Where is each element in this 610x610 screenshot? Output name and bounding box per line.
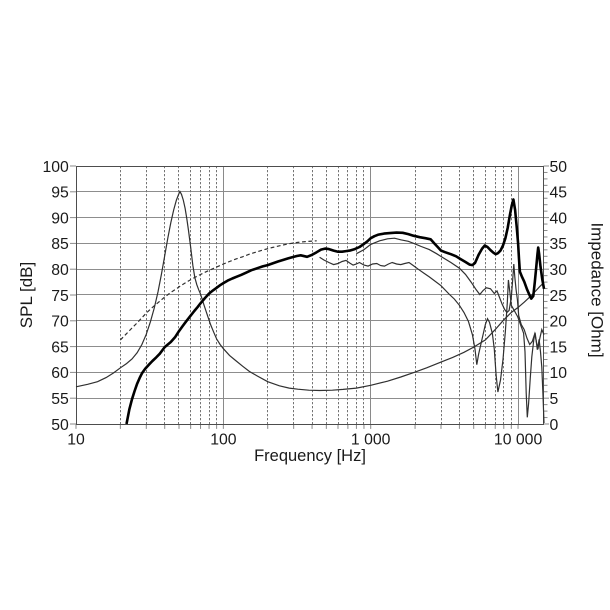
svg-text:55: 55 (51, 391, 69, 408)
svg-text:10: 10 (550, 365, 568, 382)
svg-text:Impedance [Ohm]: Impedance [Ohm] (588, 222, 607, 357)
svg-text:10 000: 10 000 (494, 431, 543, 448)
svg-text:65: 65 (51, 339, 69, 356)
svg-text:40: 40 (550, 210, 568, 227)
svg-text:85: 85 (51, 236, 69, 253)
svg-text:75: 75 (51, 288, 69, 305)
svg-text:0: 0 (550, 417, 559, 434)
svg-text:30: 30 (550, 262, 568, 279)
svg-text:80: 80 (51, 262, 69, 279)
svg-text:35: 35 (550, 236, 568, 253)
svg-text:100: 100 (42, 159, 69, 176)
svg-text:50: 50 (550, 159, 568, 176)
svg-text:100: 100 (210, 431, 237, 448)
svg-text:5: 5 (550, 391, 559, 408)
svg-text:45: 45 (550, 185, 568, 202)
svg-text:1 000: 1 000 (351, 431, 391, 448)
svg-text:60: 60 (51, 365, 69, 382)
svg-text:95: 95 (51, 185, 69, 202)
svg-text:SPL [dB]: SPL [dB] (17, 262, 36, 328)
svg-text:Frequency [Hz]: Frequency [Hz] (254, 447, 366, 465)
svg-text:90: 90 (51, 210, 69, 227)
svg-text:20: 20 (550, 314, 568, 331)
svg-text:10: 10 (67, 431, 85, 448)
svg-text:15: 15 (550, 339, 568, 356)
svg-text:50: 50 (51, 417, 69, 434)
svg-text:25: 25 (550, 288, 568, 305)
svg-text:70: 70 (51, 314, 69, 331)
